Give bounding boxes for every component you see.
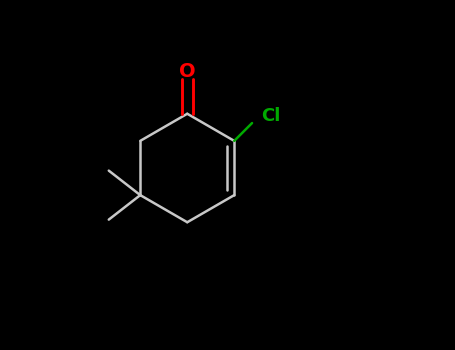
Text: Cl: Cl: [261, 107, 280, 125]
Text: O: O: [179, 62, 196, 81]
